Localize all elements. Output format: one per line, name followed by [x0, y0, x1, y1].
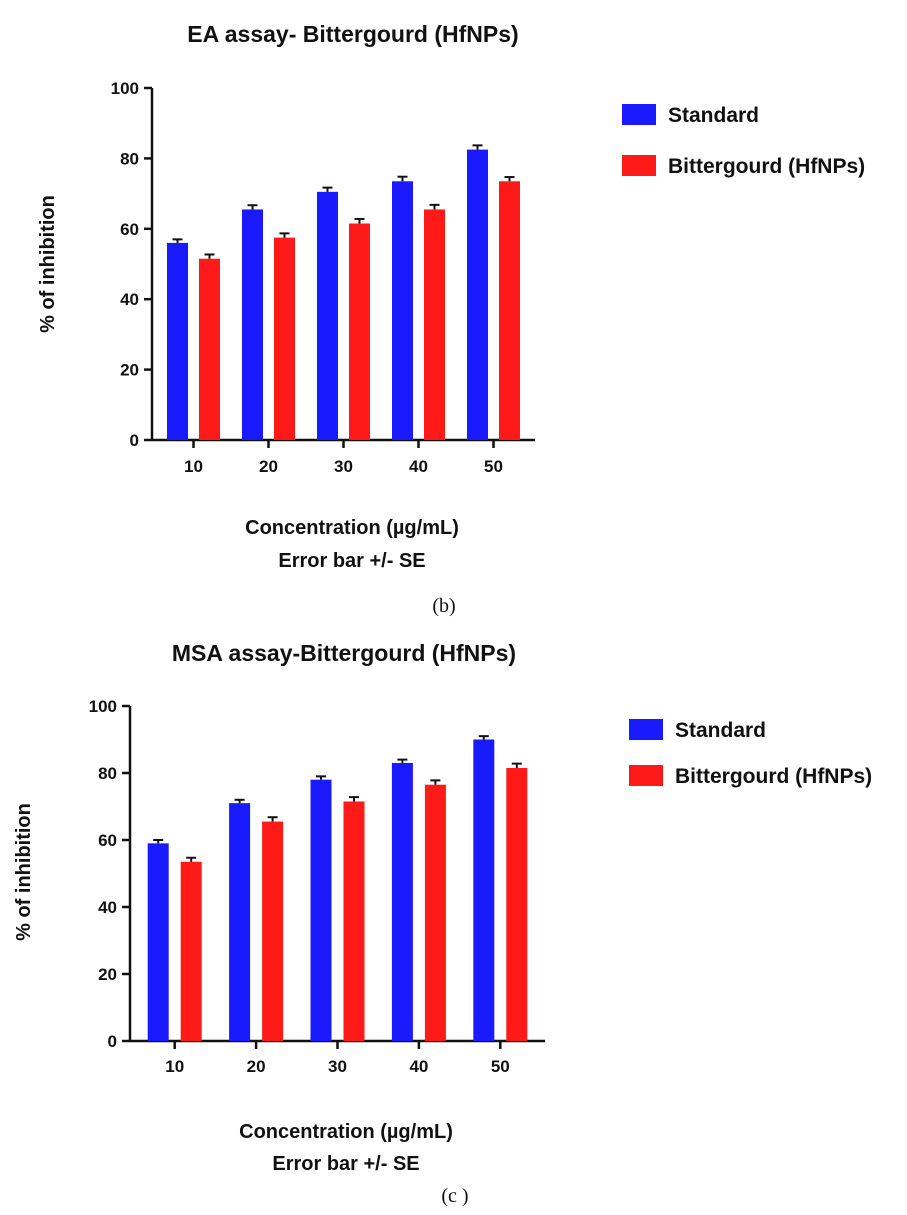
x-tick-label: 30 — [328, 1057, 347, 1076]
x-tick-label: 10 — [165, 1057, 184, 1076]
y-tick-label: 40 — [120, 290, 139, 309]
y-tick-label: 60 — [120, 220, 139, 239]
bar-bittergourd-20 — [262, 821, 284, 1041]
bar-bittergourd-10 — [199, 258, 220, 440]
y-tick-label: 80 — [120, 149, 139, 168]
x-tick-label: 50 — [484, 457, 503, 476]
panel-label: (b) — [432, 595, 455, 617]
bar-standard-30 — [310, 779, 332, 1041]
y-tick-label: 100 — [111, 79, 139, 98]
chart-title: MSA assay-Bittergourd (HfNPs) — [172, 640, 516, 666]
bar-bittergourd-50 — [499, 181, 520, 440]
y-tick-label: 20 — [120, 361, 139, 380]
bar-standard-50 — [473, 739, 495, 1041]
y-tick-label: 60 — [98, 831, 117, 850]
x-tick-label: 30 — [334, 457, 353, 476]
x-axis-title: Concentration (µg/mL) — [245, 517, 459, 539]
y-axis-title: % of inhibition — [37, 195, 59, 333]
y-tick-label: 100 — [89, 697, 117, 716]
legend-swatch-bittergourd — [629, 765, 663, 786]
x-tick-label: 20 — [247, 1057, 266, 1076]
legend-swatch-standard — [622, 104, 656, 125]
x-tick-label: 40 — [409, 1057, 428, 1076]
chart-panel-msa: MSA assay-Bittergourd (HfNPs) % of inhibi… — [13, 640, 872, 1207]
x-tick-label: 20 — [259, 457, 278, 476]
x-tick-label: 50 — [491, 1057, 510, 1076]
y-tick-label: 0 — [130, 431, 139, 450]
legend-label-standard: Standard — [675, 719, 766, 742]
chart-title: EA assay- Bittergourd (HfNPs) — [187, 21, 518, 47]
x-axis-note: Error bar +/- SE — [278, 550, 425, 572]
y-tick-label: 40 — [98, 898, 117, 917]
x-tick-label: 40 — [409, 457, 428, 476]
bar-standard-40 — [391, 762, 413, 1041]
legend-label-standard: Standard — [668, 104, 759, 127]
bar-bittergourd-30 — [343, 801, 365, 1041]
bar-standard-30 — [317, 191, 338, 440]
x-tick-label: 10 — [184, 457, 203, 476]
legend-label-bittergourd: Bittergourd (HfNPs) — [668, 155, 865, 178]
x-axis-title: Concentration (µg/mL) — [239, 1121, 453, 1143]
bar-bittergourd-10 — [180, 861, 202, 1041]
y-tick-label: 0 — [108, 1032, 117, 1051]
bar-standard-10 — [167, 242, 188, 440]
legend-swatch-bittergourd — [622, 155, 656, 176]
bar-bittergourd-50 — [506, 767, 528, 1041]
bar-standard-40 — [392, 181, 413, 440]
bar-bittergourd-40 — [424, 209, 445, 440]
chart-panel-ea: EA assay- Bittergourd (HfNPs) % of inhibi… — [37, 21, 865, 617]
bar-standard-10 — [147, 843, 169, 1041]
bar-bittergourd-30 — [349, 223, 370, 440]
y-tick-label: 80 — [98, 764, 117, 783]
bar-bittergourd-40 — [424, 784, 446, 1041]
bar-bittergourd-20 — [274, 237, 295, 440]
legend-swatch-standard — [629, 719, 663, 740]
y-tick-label: 20 — [98, 965, 117, 984]
bar-standard-50 — [467, 149, 488, 440]
legend-label-bittergourd: Bittergourd (HfNPs) — [675, 765, 872, 788]
bar-standard-20 — [242, 209, 263, 440]
y-axis-title: % of inhibition — [13, 803, 35, 941]
panel-label: (c ) — [441, 1185, 468, 1207]
bar-standard-20 — [229, 803, 251, 1041]
x-axis-note: Error bar +/- SE — [272, 1153, 419, 1175]
